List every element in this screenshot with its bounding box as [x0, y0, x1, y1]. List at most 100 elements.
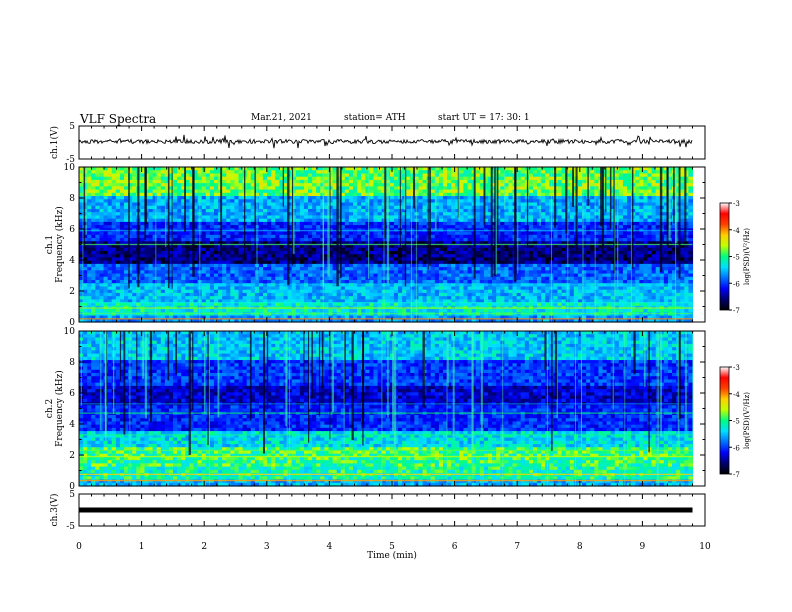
spectrogram-cell [406, 189, 411, 194]
spectrogram-cell [451, 202, 456, 207]
spectrogram-cell [340, 205, 346, 210]
spectrogram-cell [406, 247, 411, 252]
spectrogram-cell [160, 199, 166, 204]
spectrogram-cell [316, 199, 321, 204]
spectrogram-cell [299, 196, 305, 200]
spectrogram-cell [263, 221, 268, 226]
spectrogram-cell [430, 186, 436, 191]
spectrogram-cell [496, 231, 501, 236]
spectrogram-cell [479, 241, 485, 246]
spectrogram-cell [328, 250, 334, 255]
spectrogram-cell [230, 231, 236, 236]
spectrogram-cell [79, 189, 84, 194]
spectrogram-cell [610, 238, 616, 242]
spectrogram-cell [332, 167, 338, 171]
spectrogram-cell [537, 202, 542, 207]
spectrogram-cell [414, 212, 420, 217]
spectrogram-cell [185, 244, 191, 249]
spectrogram-cell [312, 199, 317, 204]
spectrogram-cell [651, 208, 657, 213]
spectrogram-cell [459, 167, 465, 171]
spectrogram-cell [430, 183, 436, 187]
spectrogram-cell [148, 238, 154, 242]
spectrogram-cell [663, 192, 669, 197]
spectrogram-cell [618, 208, 624, 213]
spectrogram-cell [99, 215, 105, 220]
spectrogram-cell [173, 218, 178, 223]
spectrogram-cell [365, 247, 370, 252]
spectrogram-cell [99, 212, 105, 217]
spectrogram-cell [152, 212, 158, 217]
spectrogram-cell [91, 208, 96, 213]
spectrogram-cell [271, 179, 276, 184]
spectrogram-cell [483, 176, 489, 181]
spectrogram-cell [635, 215, 640, 220]
spectrogram-cell [299, 192, 305, 197]
spectrogram-cell [173, 205, 178, 210]
spectrogram-cell [455, 167, 460, 171]
spectrogram-cell [516, 238, 522, 242]
spectrogram-cell [606, 238, 612, 242]
spectrogram-cell [447, 241, 452, 246]
spectrogram-cell [406, 212, 411, 217]
spectrogram-cell [606, 205, 612, 210]
spectrogram-cell [164, 238, 170, 242]
spectrogram-cell [582, 199, 587, 204]
spectrogram-cell [340, 202, 346, 207]
spectrogram-cell [667, 244, 673, 249]
spectrogram-cell [451, 189, 456, 194]
spectrogram-cell [577, 250, 583, 255]
spectrogram-cell [426, 173, 432, 178]
spectrogram-cell [504, 183, 510, 187]
spectrogram-cell [651, 176, 657, 181]
spectrogram-cell [639, 225, 644, 229]
spectrogram-cell [393, 167, 399, 171]
spectrogram-cell [594, 215, 600, 220]
spectrogram-cell [365, 244, 370, 249]
spectrogram-cell [680, 173, 685, 178]
spectrogram-cell [111, 244, 117, 249]
spectrogram-cell [258, 244, 264, 249]
spectrogram-cell [680, 205, 685, 210]
spectrogram-cell [193, 244, 199, 249]
spectrogram-cell [365, 241, 370, 246]
spectrogram-cell [586, 234, 591, 239]
spectrogram-cell [132, 250, 137, 255]
spectrogram-cell [87, 179, 92, 184]
spectrogram-cell [213, 205, 219, 210]
spectrogram-cell [173, 196, 178, 200]
spectrogram-cell [590, 176, 595, 181]
spectrogram-cell [344, 250, 350, 255]
spectrogram-cell [303, 167, 309, 171]
spectrogram-cell [684, 192, 689, 197]
spectrogram-cell [312, 221, 317, 226]
spectrogram-cell [87, 247, 92, 252]
spectrogram-cell [344, 241, 350, 246]
spectrogram-cell [594, 186, 600, 191]
spectrogram-cell [516, 241, 522, 246]
spectrogram-cell [267, 208, 272, 213]
spectrogram-cell [475, 205, 481, 210]
spectrogram-cell [115, 241, 121, 246]
spectrogram-cell [610, 173, 616, 178]
spectrogram-cell [83, 247, 88, 252]
spectrogram-cell [361, 225, 366, 229]
spectrogram-cell [373, 215, 379, 220]
spectrogram-cell [140, 183, 146, 187]
spectrogram-cell [475, 189, 481, 194]
spectrogram-cell [483, 250, 489, 255]
spectrogram-cell [160, 221, 166, 226]
spectrogram-cell [213, 234, 219, 239]
spectrogram-cell [177, 173, 182, 178]
spectrogram-cell [361, 176, 366, 181]
spectrogram-cell [643, 202, 649, 207]
spectrogram-cell [181, 189, 186, 194]
spectrogram-cell [651, 218, 657, 223]
spectrogram-cell [299, 176, 305, 181]
spectrogram-cell [438, 218, 444, 223]
spectrogram-cell [353, 167, 358, 171]
spectrogram-cell [144, 244, 150, 249]
spectrogram-cell [332, 196, 338, 200]
spectrogram-cell [209, 212, 215, 217]
spectrogram-cell [414, 183, 420, 187]
